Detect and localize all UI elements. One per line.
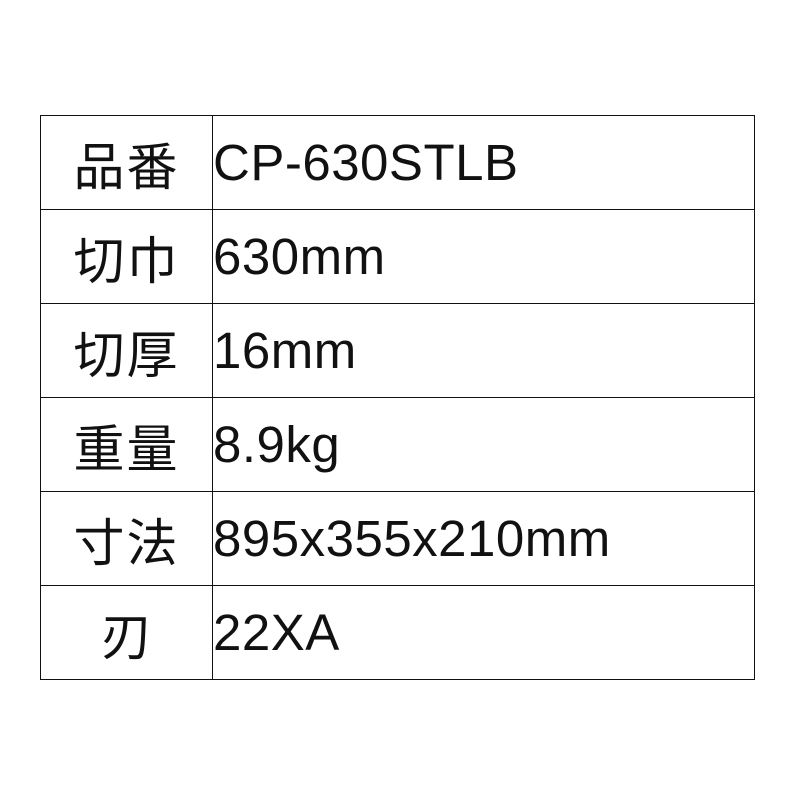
spec-table-container: 品番 CP-630STLB 切巾 630mm 切厚 16mm 重量 8.9kg … <box>40 115 755 680</box>
spec-value-cutwidth: 630mm <box>213 210 755 304</box>
spec-value-dimensions: 895x355x210mm <box>213 492 755 586</box>
spec-label-cutwidth: 切巾 <box>41 210 213 304</box>
spec-value-model: CP-630STLB <box>213 116 755 210</box>
spec-label-weight: 重量 <box>41 398 213 492</box>
spec-value-weight: 8.9kg <box>213 398 755 492</box>
table-row: 切巾 630mm <box>41 210 755 304</box>
spec-label-dimensions: 寸法 <box>41 492 213 586</box>
spec-table: 品番 CP-630STLB 切巾 630mm 切厚 16mm 重量 8.9kg … <box>40 115 755 680</box>
spec-value-blade: 22XA <box>213 586 755 680</box>
spec-label-model: 品番 <box>41 116 213 210</box>
table-row: 切厚 16mm <box>41 304 755 398</box>
table-row: 寸法 895x355x210mm <box>41 492 755 586</box>
spec-value-cutthick: 16mm <box>213 304 755 398</box>
table-row: 刃 22XA <box>41 586 755 680</box>
table-row: 品番 CP-630STLB <box>41 116 755 210</box>
spec-label-blade: 刃 <box>41 586 213 680</box>
table-row: 重量 8.9kg <box>41 398 755 492</box>
spec-label-cutthick: 切厚 <box>41 304 213 398</box>
